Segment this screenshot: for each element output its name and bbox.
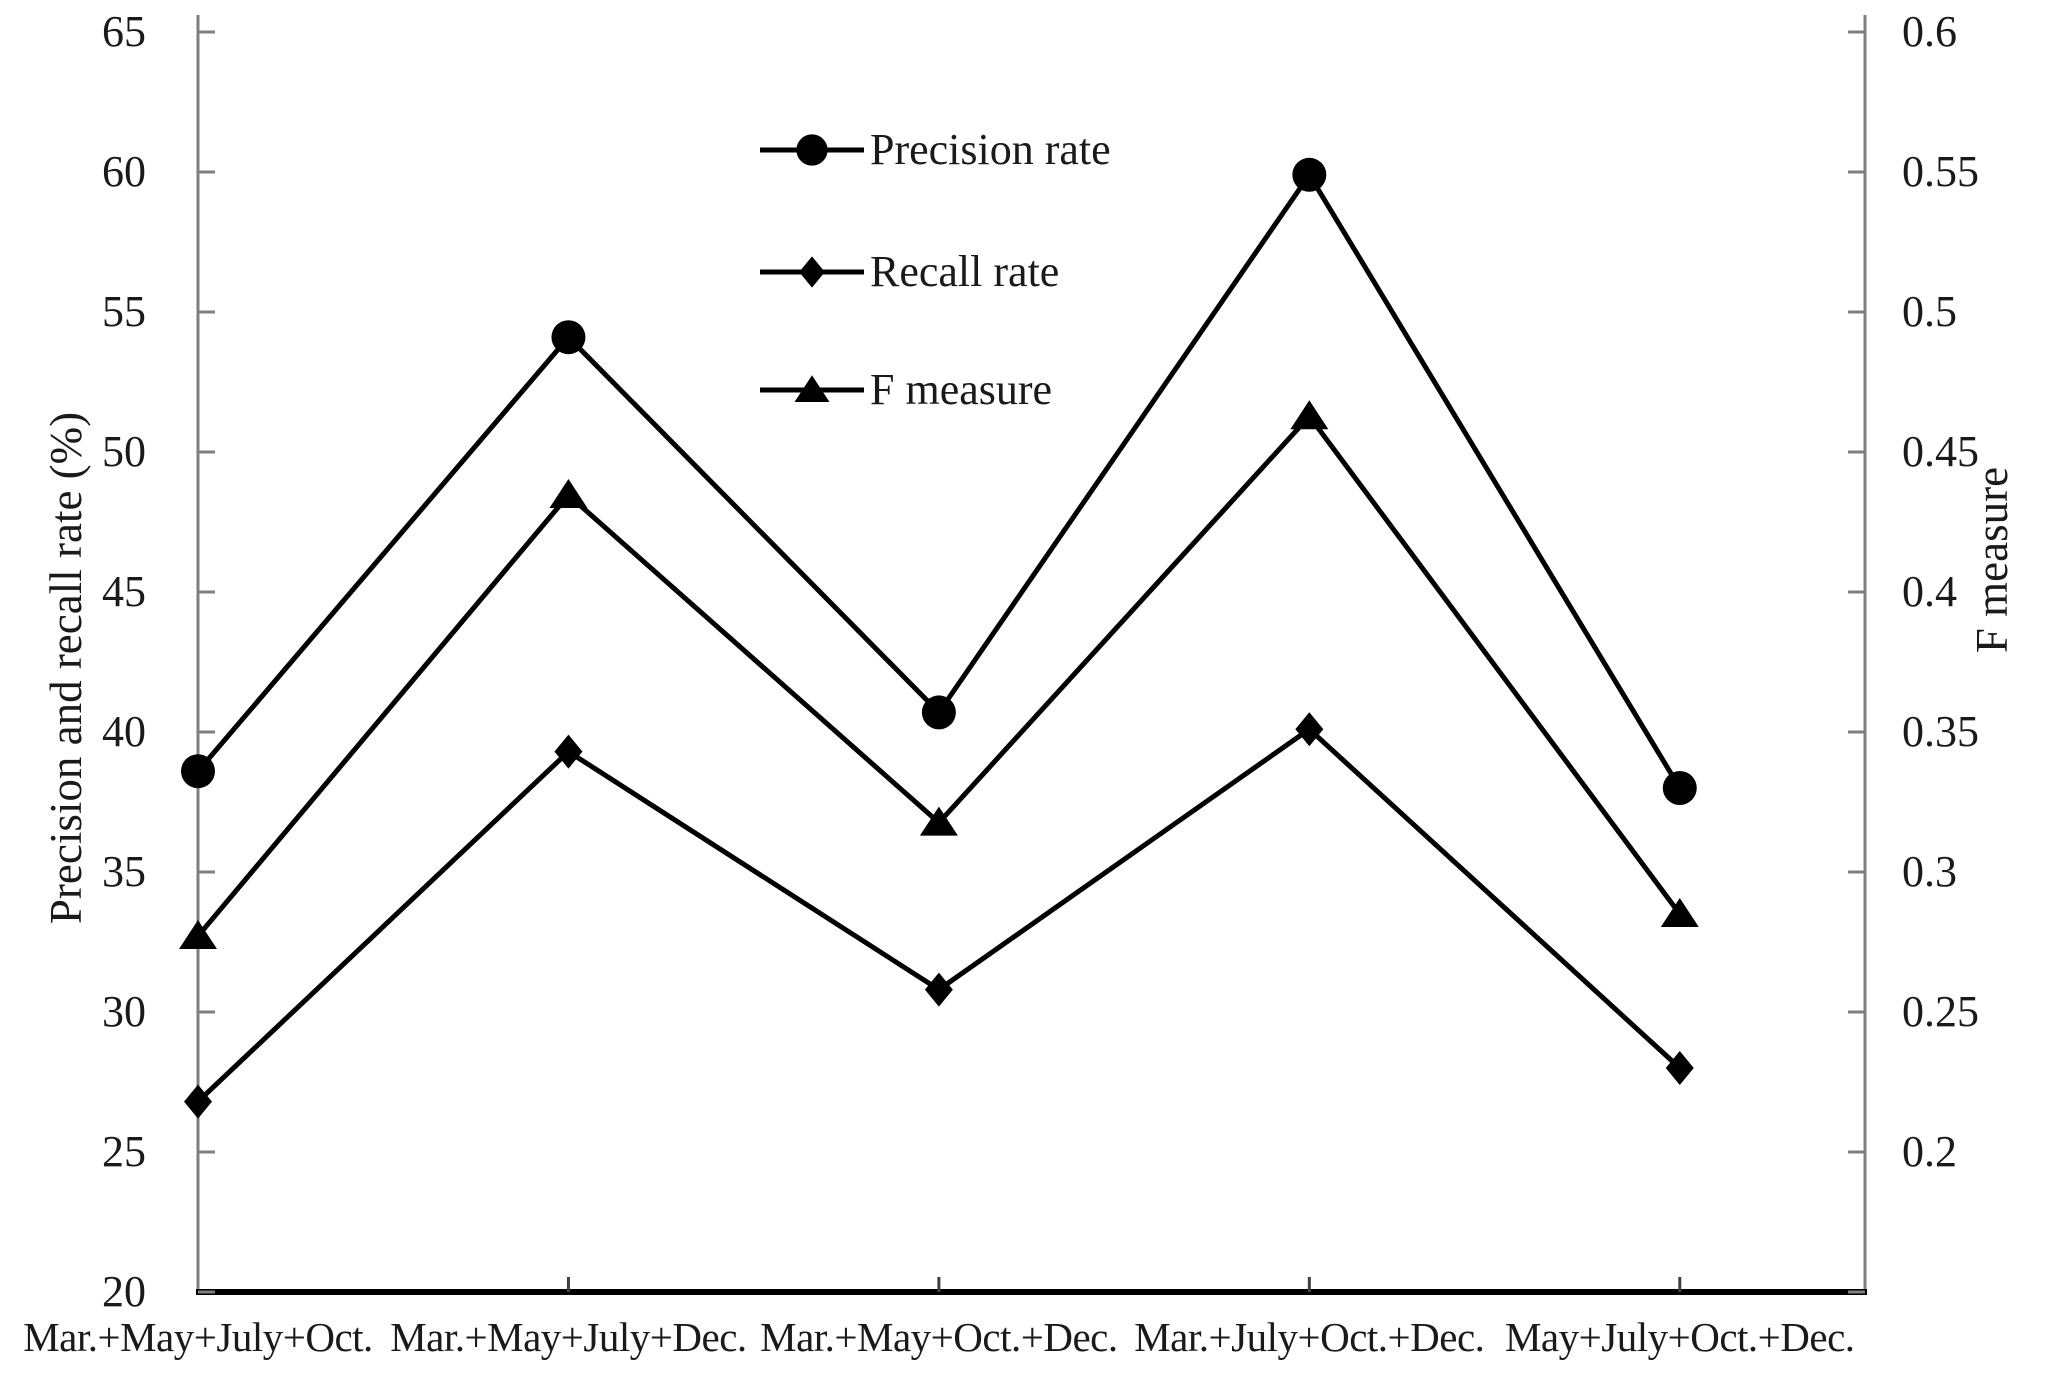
triangle-marker bbox=[1660, 898, 1699, 927]
circle-marker bbox=[1292, 157, 1327, 192]
left-axis-tick-label: 55 bbox=[102, 287, 146, 336]
left-axis-tick-label: 50 bbox=[102, 427, 146, 476]
triangle-marker bbox=[1290, 400, 1329, 430]
circle-marker bbox=[921, 695, 956, 730]
legend-item-circle: Precision rate bbox=[760, 122, 1111, 178]
legend-item-triangle: F measure bbox=[760, 362, 1052, 418]
triangle-marker bbox=[794, 375, 830, 402]
left-axis-tick-label: 40 bbox=[102, 707, 146, 756]
right-axis-tick-label: 0.25 bbox=[1902, 987, 1979, 1036]
triangle-marker bbox=[919, 806, 958, 836]
right-axis-tick-label: 0.35 bbox=[1902, 707, 1979, 756]
legend-label: F measure bbox=[870, 365, 1053, 414]
right-axis-tick-label: 0.2 bbox=[1902, 1127, 1957, 1176]
legend-label: Precision rate bbox=[870, 125, 1111, 174]
diamond-marker bbox=[554, 734, 583, 769]
triangle-marker bbox=[179, 920, 217, 950]
left-axis-tick-label: 35 bbox=[102, 847, 146, 896]
diamond-marker bbox=[1295, 712, 1324, 747]
legend-key-diamond bbox=[760, 256, 864, 288]
diamond-marker bbox=[799, 256, 825, 288]
triangle-marker bbox=[549, 479, 588, 509]
diamond-marker bbox=[184, 1084, 212, 1119]
left-axis-tick-label: 20 bbox=[102, 1267, 146, 1316]
series-line-recall-rate bbox=[196, 725, 1682, 1104]
circle-marker bbox=[1662, 771, 1697, 805]
circle-marker bbox=[796, 134, 828, 166]
right-axis-title: F measure bbox=[1967, 466, 2017, 654]
legend-label: Recall rate bbox=[870, 247, 1060, 296]
right-axis-tick-label: 0.4 bbox=[1902, 567, 1957, 616]
circle-marker bbox=[551, 320, 586, 355]
left-axis-tick-label: 25 bbox=[102, 1127, 146, 1176]
right-axis-tick-label: 0.3 bbox=[1902, 847, 1957, 896]
legend-key-circle bbox=[760, 134, 864, 166]
x-axis-category-label: Mar.+May+July+Dec. bbox=[390, 1314, 747, 1360]
x-axis-category-label: Mar.+July+Oct.+Dec. bbox=[1134, 1314, 1485, 1360]
left-axis-tick-label: 45 bbox=[102, 567, 146, 616]
right-axis-tick-label: 0.55 bbox=[1902, 147, 1979, 196]
x-axis-category-label: Mar.+May+Oct.+Dec. bbox=[760, 1314, 1118, 1360]
right-axis-tick-label: 0.45 bbox=[1902, 427, 1979, 476]
circle-marker bbox=[181, 754, 215, 789]
left-axis-tick-label: 30 bbox=[102, 987, 146, 1036]
left-axis-tick-label: 65 bbox=[102, 7, 146, 56]
legend-key-triangle bbox=[760, 375, 864, 402]
diamond-marker bbox=[1665, 1051, 1694, 1085]
x-axis-category-label: May+July+Oct.+Dec. bbox=[1504, 1314, 1855, 1360]
diamond-marker bbox=[924, 972, 953, 1007]
right-axis-tick-label: 0.6 bbox=[1902, 7, 1957, 56]
right-axis-tick-label: 0.5 bbox=[1902, 287, 1957, 336]
legend-item-diamond: Recall rate bbox=[760, 244, 1059, 300]
left-axis-tick-label: 60 bbox=[102, 147, 146, 196]
series-line-f-measure bbox=[196, 412, 1682, 938]
x-axis-category-label: Mar.+May+July+Oct. bbox=[23, 1314, 373, 1360]
